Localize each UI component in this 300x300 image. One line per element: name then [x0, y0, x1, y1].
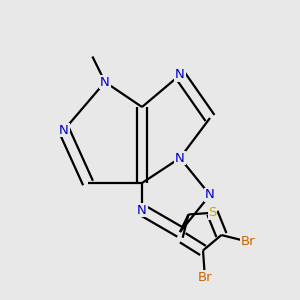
Text: N: N — [137, 203, 147, 217]
Text: N: N — [175, 152, 185, 164]
Text: Br: Br — [198, 271, 212, 284]
Text: N: N — [59, 124, 69, 136]
Text: N: N — [175, 68, 185, 82]
Text: Br: Br — [240, 235, 255, 248]
Text: N: N — [100, 76, 110, 88]
Text: S: S — [208, 206, 217, 219]
Text: N: N — [205, 188, 215, 202]
